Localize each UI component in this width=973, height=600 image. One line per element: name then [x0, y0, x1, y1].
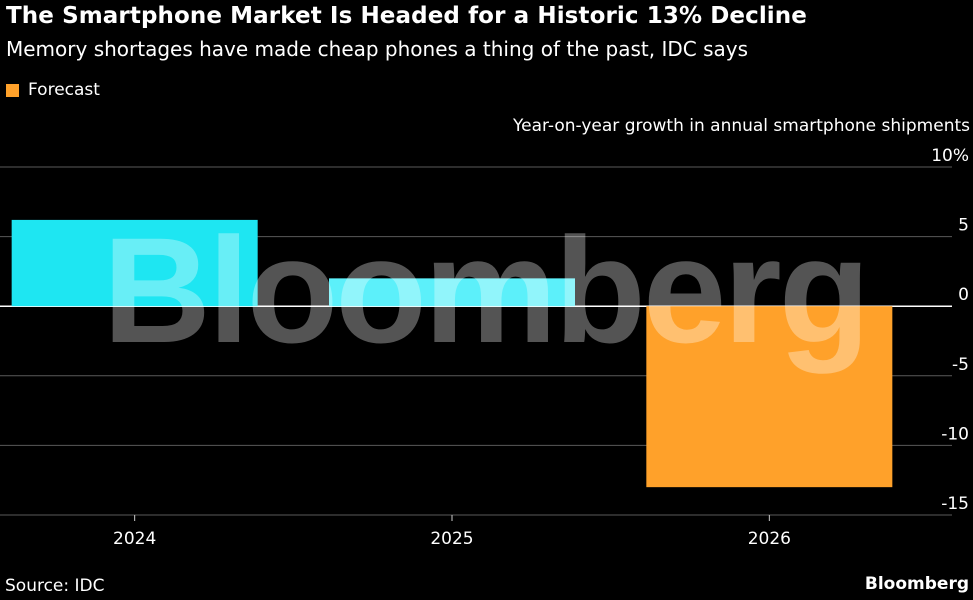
- bar-2025: [329, 278, 575, 307]
- y-tick-label: 5: [958, 216, 969, 236]
- bar-forecast-2026: [646, 306, 893, 488]
- y-axis-title: Year-on-year growth in annual smartphone…: [513, 116, 970, 136]
- bloomberg-watermark: Bloomberg: [103, 206, 868, 374]
- y-tick-label: -5: [952, 355, 969, 375]
- legend-forecast-label: Forecast: [28, 80, 100, 100]
- y-tick-label: -15: [941, 494, 969, 514]
- chart-subtitle: Memory shortages have made cheap phones …: [6, 37, 749, 61]
- legend-forecast-swatch: [6, 83, 19, 97]
- x-tick-label: 2026: [748, 529, 791, 549]
- y-tick-label: 0: [958, 285, 969, 305]
- x-tick-label: 2025: [430, 529, 473, 549]
- x-tick-label: 2024: [113, 529, 156, 549]
- chart-title: The Smartphone Market Is Headed for a Hi…: [6, 3, 807, 29]
- bars: [11, 219, 893, 488]
- brand-logo: Bloomberg: [864, 574, 969, 594]
- y-tick-label: -10: [941, 424, 969, 444]
- y-tick-label: 10%: [931, 146, 969, 166]
- legend: Forecast: [6, 80, 100, 100]
- bar-2024: [11, 219, 258, 307]
- source-note: Source: IDC: [5, 576, 105, 596]
- tick-labels: 10% 5 0 -5 -10 -15 2024 2025 2026: [113, 146, 969, 549]
